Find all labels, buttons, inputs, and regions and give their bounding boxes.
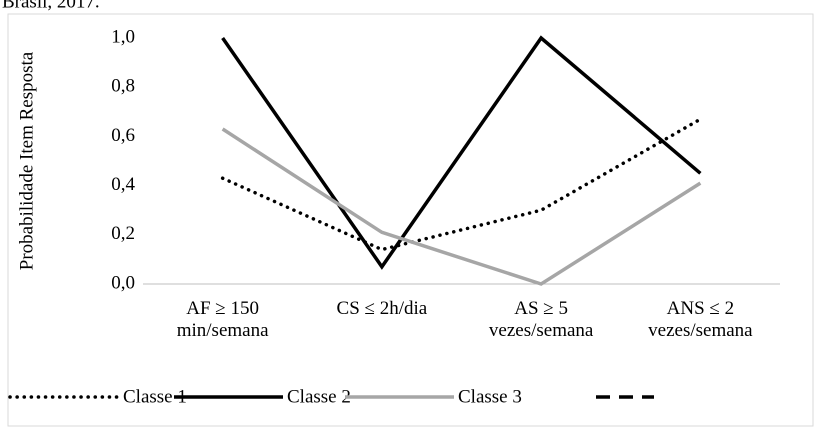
chart-frame	[7, 13, 814, 427]
legend-label: Classe 2	[287, 386, 351, 407]
y-tick-label: 0,8	[111, 76, 135, 97]
x-tick-label: CS ≤ 2h/dia	[337, 298, 428, 319]
y-tick-label: 0,2	[111, 223, 135, 244]
legend-label: Classe 1	[123, 386, 187, 407]
x-tick-label: AS ≥ 5 vezes/semana	[489, 298, 594, 341]
y-tick-label: 0,6	[111, 125, 135, 146]
x-tick-label: AF ≥ 150 min/semana	[177, 298, 269, 341]
legend-label: Classe 3	[458, 386, 522, 407]
y-tick-label: 0,4	[111, 174, 135, 195]
series-line	[221, 127, 702, 286]
y-tick-label: 1,0	[111, 26, 135, 47]
y-axis-label: Probabilidade Item Resposta	[16, 51, 37, 270]
series-line	[220, 117, 703, 252]
caption: Brasil, 2017.	[2, 0, 100, 12]
x-tick-label: ANS ≤ 2 vezes/semana	[648, 298, 753, 341]
y-tick-label: 0,0	[111, 272, 135, 293]
series-line	[221, 35, 702, 270]
